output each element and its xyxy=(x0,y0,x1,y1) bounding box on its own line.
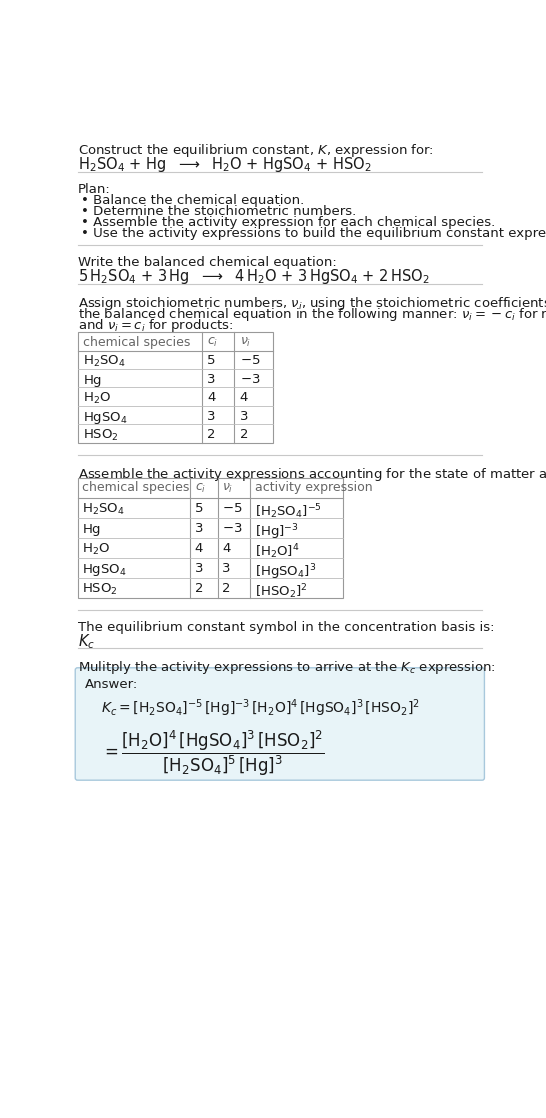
Text: chemical species: chemical species xyxy=(83,335,191,349)
Text: $5\,\mathrm{H_2SO_4}$ + $3\,\mathrm{Hg}$  $\longrightarrow$  $4\,\mathrm{H_2O}$ : $5\,\mathrm{H_2SO_4}$ + $3\,\mathrm{Hg}$… xyxy=(78,267,429,286)
Text: $c_i$: $c_i$ xyxy=(207,335,218,349)
Text: 3: 3 xyxy=(194,522,203,536)
Text: $\mathrm{Hg}$: $\mathrm{Hg}$ xyxy=(82,522,102,538)
Text: • Balance the chemical equation.: • Balance the chemical equation. xyxy=(81,195,304,207)
FancyBboxPatch shape xyxy=(75,667,484,780)
Text: 3: 3 xyxy=(194,562,203,576)
Text: $\nu_i$: $\nu_i$ xyxy=(240,335,251,349)
Text: $\mathrm{Hg}$: $\mathrm{Hg}$ xyxy=(83,373,102,389)
Text: $= \dfrac{[\mathrm{H_2O}]^{4}\,[\mathrm{HgSO_4}]^{3}\,[\mathrm{HSO_2}]^{2}}{[\ma: $= \dfrac{[\mathrm{H_2O}]^{4}\,[\mathrm{… xyxy=(101,729,324,778)
Text: 4: 4 xyxy=(240,391,248,405)
Text: $\mathrm{H_2O}$: $\mathrm{H_2O}$ xyxy=(83,391,111,407)
Bar xyxy=(78,477,343,598)
Text: 3: 3 xyxy=(240,410,248,423)
Text: $\mathrm{H_2SO_4}$ + Hg  $\longrightarrow$  $\mathrm{H_2O}$ + $\mathrm{HgSO_4}$ : $\mathrm{H_2SO_4}$ + Hg $\longrightarrow… xyxy=(78,155,371,174)
Text: 4: 4 xyxy=(194,542,203,556)
Text: 5: 5 xyxy=(207,354,216,368)
Text: chemical species: chemical species xyxy=(82,482,189,494)
Text: $\mathrm{H_2O}$: $\mathrm{H_2O}$ xyxy=(82,542,110,558)
Text: the balanced chemical equation in the following manner: $\nu_i = -c_i$ for react: the balanced chemical equation in the fo… xyxy=(78,306,546,323)
Text: • Use the activity expressions to build the equilibrium constant expression.: • Use the activity expressions to build … xyxy=(81,227,546,239)
Text: Construct the equilibrium constant, $K$, expression for:: Construct the equilibrium constant, $K$,… xyxy=(78,142,434,159)
Text: 2: 2 xyxy=(207,428,216,442)
Text: $\mathrm{HgSO_4}$: $\mathrm{HgSO_4}$ xyxy=(83,410,128,426)
Bar xyxy=(78,332,273,443)
Text: $\mathrm{H_2SO_4}$: $\mathrm{H_2SO_4}$ xyxy=(82,502,125,518)
Text: $\nu_i$: $\nu_i$ xyxy=(222,482,234,494)
Text: $\mathrm{HSO_2}$: $\mathrm{HSO_2}$ xyxy=(82,582,118,597)
Text: 4: 4 xyxy=(207,391,215,405)
Text: 2: 2 xyxy=(240,428,248,442)
Text: $[\mathrm{HSO_2}]^{2}$: $[\mathrm{HSO_2}]^{2}$ xyxy=(255,582,307,601)
Text: $-3$: $-3$ xyxy=(240,373,260,386)
Text: $\mathrm{H_2SO_4}$: $\mathrm{H_2SO_4}$ xyxy=(83,354,126,369)
Text: $K_c = [\mathrm{H_2SO_4}]^{-5}\,[\mathrm{Hg}]^{-3}\,[\mathrm{H_2O}]^{4}\,[\mathr: $K_c = [\mathrm{H_2SO_4}]^{-5}\,[\mathrm… xyxy=(101,698,420,719)
Text: Assemble the activity expressions accounting for the state of matter and $\nu_i$: Assemble the activity expressions accoun… xyxy=(78,466,546,483)
Text: $-3$: $-3$ xyxy=(222,522,243,536)
Text: Mulitply the activity expressions to arrive at the $K_c$ expression:: Mulitply the activity expressions to arr… xyxy=(78,659,495,675)
Text: activity expression: activity expression xyxy=(255,482,373,494)
Text: Answer:: Answer: xyxy=(85,678,139,691)
Text: $[\mathrm{H_2O}]^{4}$: $[\mathrm{H_2O}]^{4}$ xyxy=(255,542,300,561)
Text: 3: 3 xyxy=(222,562,231,576)
Text: The equilibrium constant symbol in the concentration basis is:: The equilibrium constant symbol in the c… xyxy=(78,620,494,634)
Text: • Determine the stoichiometric numbers.: • Determine the stoichiometric numbers. xyxy=(81,205,356,218)
Text: $[\mathrm{HgSO_4}]^{3}$: $[\mathrm{HgSO_4}]^{3}$ xyxy=(255,562,316,581)
Text: 2: 2 xyxy=(222,582,231,595)
Text: and $\nu_i = c_i$ for products:: and $\nu_i = c_i$ for products: xyxy=(78,316,233,333)
Text: $-5$: $-5$ xyxy=(240,354,260,368)
Text: $-5$: $-5$ xyxy=(222,502,243,515)
Text: $[\mathrm{H_2SO_4}]^{-5}$: $[\mathrm{H_2SO_4}]^{-5}$ xyxy=(255,502,322,521)
Text: 5: 5 xyxy=(194,502,203,515)
Text: 4: 4 xyxy=(222,542,231,556)
Text: 2: 2 xyxy=(194,582,203,595)
Text: • Assemble the activity expression for each chemical species.: • Assemble the activity expression for e… xyxy=(81,216,495,229)
Text: $\mathrm{HSO_2}$: $\mathrm{HSO_2}$ xyxy=(83,428,119,444)
Text: $\mathrm{HgSO_4}$: $\mathrm{HgSO_4}$ xyxy=(82,562,127,578)
Text: 3: 3 xyxy=(207,373,216,386)
Text: Plan:: Plan: xyxy=(78,182,110,196)
Text: Assign stoichiometric numbers, $\nu_i$, using the stoichiometric coefficients, $: Assign stoichiometric numbers, $\nu_i$, … xyxy=(78,295,546,312)
Text: 3: 3 xyxy=(207,410,216,423)
Text: Write the balanced chemical equation:: Write the balanced chemical equation: xyxy=(78,256,336,268)
Text: $K_c$: $K_c$ xyxy=(78,633,94,651)
Text: $[\mathrm{Hg}]^{-3}$: $[\mathrm{Hg}]^{-3}$ xyxy=(255,522,299,542)
Text: $c_i$: $c_i$ xyxy=(194,482,206,494)
